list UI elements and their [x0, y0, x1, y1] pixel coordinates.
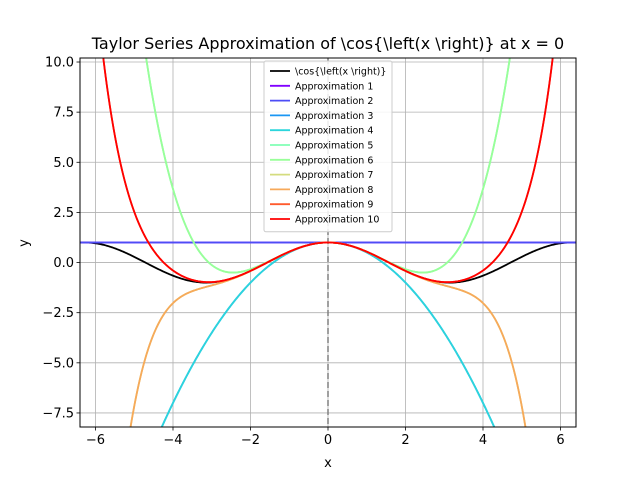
y-tick-label: −7.5 [42, 406, 74, 421]
y-tick-label: −2.5 [42, 306, 74, 321]
x-tick-label: −6 [86, 433, 105, 448]
y-tick-label: −5.0 [42, 356, 74, 371]
x-axis-label: x [324, 456, 332, 471]
legend-label: Approximation 10 [295, 215, 379, 226]
y-tick-label: 5.0 [53, 156, 74, 171]
legend-label: Approximation 3 [295, 111, 373, 122]
y-tick-label: 7.5 [53, 106, 74, 121]
x-tick-label: −2 [241, 433, 260, 448]
legend-label: Approximation 4 [295, 126, 373, 137]
y-axis-label: y [17, 239, 32, 247]
x-tick-label: −4 [163, 433, 182, 448]
chart-title: Taylor Series Approximation of \cos{\lef… [91, 34, 564, 53]
legend-label: Approximation 1 [295, 81, 373, 92]
legend-label: Approximation 2 [295, 96, 373, 107]
legend-label: Approximation 5 [295, 141, 373, 152]
legend: \cos{\left(x \right)} Approximation 1 Appr… [264, 61, 392, 232]
y-tick-label: 2.5 [53, 206, 74, 221]
legend-label: Approximation 8 [295, 185, 373, 196]
x-tick-label: 2 [401, 433, 409, 448]
y-tick-label: 10.0 [45, 56, 74, 71]
x-tick-label: 6 [556, 433, 564, 448]
legend-label: Approximation 7 [295, 170, 373, 181]
x-tick-label: 0 [324, 433, 332, 448]
y-tick-label: 0.0 [53, 256, 74, 271]
legend-label: \cos{\left(x \right)} [295, 67, 386, 78]
x-tick-label: 4 [479, 433, 487, 448]
legend-label: Approximation 9 [295, 200, 373, 211]
legend-label: Approximation 6 [295, 155, 373, 166]
